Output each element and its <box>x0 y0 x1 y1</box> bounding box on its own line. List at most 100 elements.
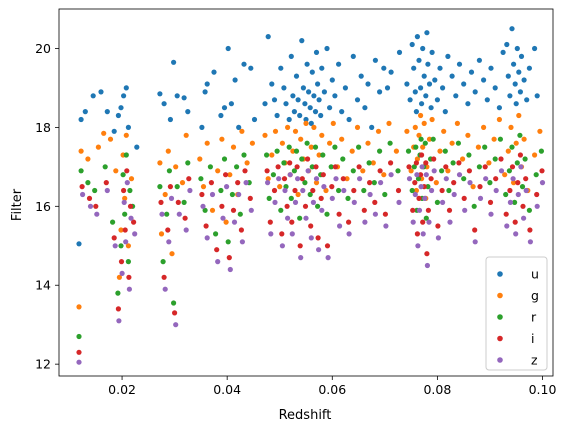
data-point-u <box>228 101 234 107</box>
data-point-g <box>327 140 333 146</box>
data-point-i <box>238 227 244 233</box>
data-point-z <box>325 255 331 261</box>
data-point-r <box>517 132 523 138</box>
data-point-z <box>388 172 394 178</box>
data-point-z <box>132 231 138 237</box>
data-point-u <box>472 89 478 95</box>
data-point-i <box>367 180 373 186</box>
data-point-i <box>487 199 494 205</box>
data-point-g <box>360 168 366 174</box>
data-point-r <box>120 172 126 178</box>
data-point-i <box>424 251 430 257</box>
data-point-r <box>514 160 520 166</box>
data-point-g <box>408 168 414 174</box>
data-point-r <box>299 156 305 162</box>
data-point-z <box>209 191 216 198</box>
data-point-u <box>532 45 538 52</box>
data-point-u <box>286 116 292 123</box>
series-g <box>76 112 543 310</box>
data-point-g <box>76 304 82 310</box>
data-point-u <box>510 61 517 67</box>
data-point-i <box>320 172 326 178</box>
data-point-z <box>303 215 309 221</box>
data-point-u <box>396 49 403 56</box>
data-point-z <box>429 187 435 194</box>
data-point-z <box>333 176 339 182</box>
data-point-z <box>168 195 175 201</box>
data-point-z <box>268 231 274 237</box>
y-tick-label: 18 <box>35 120 51 135</box>
data-point-z <box>310 199 316 205</box>
data-point-g <box>414 156 420 162</box>
data-point-g <box>441 128 447 134</box>
data-point-r <box>405 148 412 154</box>
data-point-z <box>279 243 285 249</box>
data-point-u <box>125 124 131 130</box>
data-point-u <box>484 97 490 103</box>
data-point-z <box>415 243 421 249</box>
data-point-u <box>121 93 127 99</box>
data-point-i <box>308 223 314 229</box>
data-point-g <box>169 251 175 257</box>
data-point-r <box>371 180 377 186</box>
data-point-z <box>287 172 293 178</box>
data-point-u <box>445 53 451 60</box>
data-point-i <box>466 168 472 174</box>
data-point-g <box>122 195 128 201</box>
data-point-r <box>181 199 187 205</box>
data-point-u <box>449 73 455 79</box>
data-point-z <box>220 215 226 221</box>
data-point-u <box>358 73 364 79</box>
data-point-g <box>486 160 492 166</box>
x-tick-label: 0.06 <box>318 382 346 397</box>
data-point-g <box>262 132 268 138</box>
data-point-z <box>227 266 233 273</box>
data-point-u <box>115 112 121 119</box>
data-point-u <box>321 89 327 95</box>
data-point-g <box>413 187 419 194</box>
data-point-z <box>431 168 437 174</box>
data-point-g <box>204 140 210 146</box>
x-tick-label: 0.02 <box>108 382 136 397</box>
data-point-z <box>162 286 168 292</box>
data-point-r <box>127 187 133 194</box>
data-point-r <box>278 207 284 213</box>
data-point-u <box>468 69 475 75</box>
data-point-r <box>328 164 334 170</box>
data-point-i <box>203 223 209 229</box>
data-point-u <box>412 89 418 95</box>
data-point-u <box>504 41 510 48</box>
data-point-i <box>223 172 229 178</box>
data-point-u <box>384 85 391 91</box>
data-point-z <box>426 219 432 225</box>
data-point-u <box>350 53 356 60</box>
data-point-z <box>313 176 320 182</box>
data-point-u <box>453 93 459 99</box>
data-point-r <box>207 164 213 170</box>
data-point-g <box>386 120 392 126</box>
data-point-g <box>516 112 522 119</box>
data-point-u <box>488 65 494 71</box>
data-point-g <box>157 160 163 166</box>
data-point-i <box>199 191 205 198</box>
data-point-r <box>356 144 362 150</box>
data-point-r <box>92 187 98 194</box>
data-point-z <box>187 187 193 194</box>
data-point-i <box>242 168 248 174</box>
data-point-i <box>346 219 352 225</box>
data-point-r <box>434 199 440 205</box>
data-point-r <box>166 168 172 174</box>
data-point-i <box>372 199 378 205</box>
data-point-u <box>461 81 467 87</box>
legend-marker-z <box>497 357 503 363</box>
data-point-g <box>344 176 350 182</box>
data-point-r <box>76 333 82 340</box>
data-point-i <box>520 203 526 209</box>
data-point-u <box>311 93 317 99</box>
data-point-z <box>316 247 322 253</box>
data-point-r <box>511 199 518 205</box>
data-point-u <box>265 34 271 40</box>
data-point-u <box>90 93 96 99</box>
y-axis: 12 14 16 18 20 <box>35 41 59 372</box>
data-point-g <box>421 120 427 126</box>
